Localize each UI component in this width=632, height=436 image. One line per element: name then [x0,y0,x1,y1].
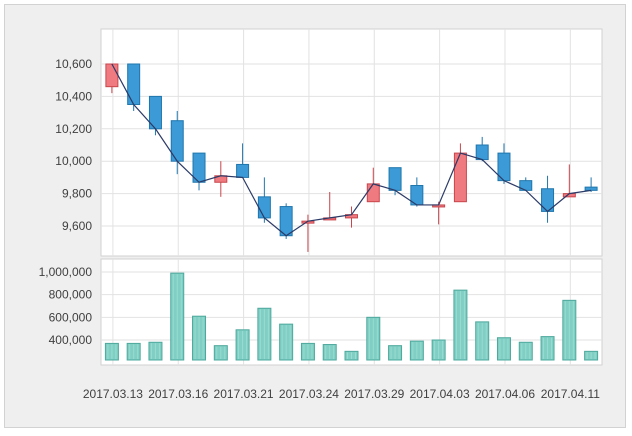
volume-tick-label: 600,000 [49,310,93,324]
price-tick-label: 9,600 [62,219,92,233]
volume-tick-label: 400,000 [49,333,93,347]
x-tick-label: 2017.04.03 [410,387,470,401]
candle-body [279,206,293,237]
x-tick-label: 2017.03.21 [214,387,274,401]
x-tick-label: 2017.04.11 [541,387,600,401]
price-tick-label: 10,600 [55,57,92,71]
volume-tick-label: 800,000 [49,288,93,302]
candle-body [105,63,119,88]
x-tick-label: 2017.03.24 [279,387,339,401]
candle-body [453,152,467,203]
x-tick-label: 2017.03.29 [344,387,404,401]
candle-body [475,144,489,161]
x-tick-label: 2017.03.16 [148,387,208,401]
volume-bars [104,272,599,361]
price-tick-label: 10,000 [55,154,92,168]
candle-body [127,63,141,105]
volume-panel [100,258,603,366]
candle-body [388,167,402,191]
x-tick-label: 2017.04.06 [475,387,535,401]
candle-body [236,163,250,178]
close-price-line [111,63,592,237]
price-tick-label: 10,400 [55,89,92,103]
close-line [111,63,592,237]
x-tick-label: 2017.03.13 [83,387,143,401]
volume-tick-label: 1,000,000 [39,265,93,279]
volume-y-axis: 1,000,000 800,000 600,000 400,000 [39,265,93,347]
x-axis-labels: 2017.03.13 2017.03.16 2017.03.21 2017.03.24… [83,387,600,401]
price-tick-label: 9,800 [62,187,92,201]
candle-body [366,183,380,203]
price-tick-label: 10,200 [55,122,92,136]
price-y-axis: 10,600 10,400 10,200 10,000 9,800 9,600 [55,57,92,233]
candle-body [584,186,598,191]
candle-body [257,196,271,219]
